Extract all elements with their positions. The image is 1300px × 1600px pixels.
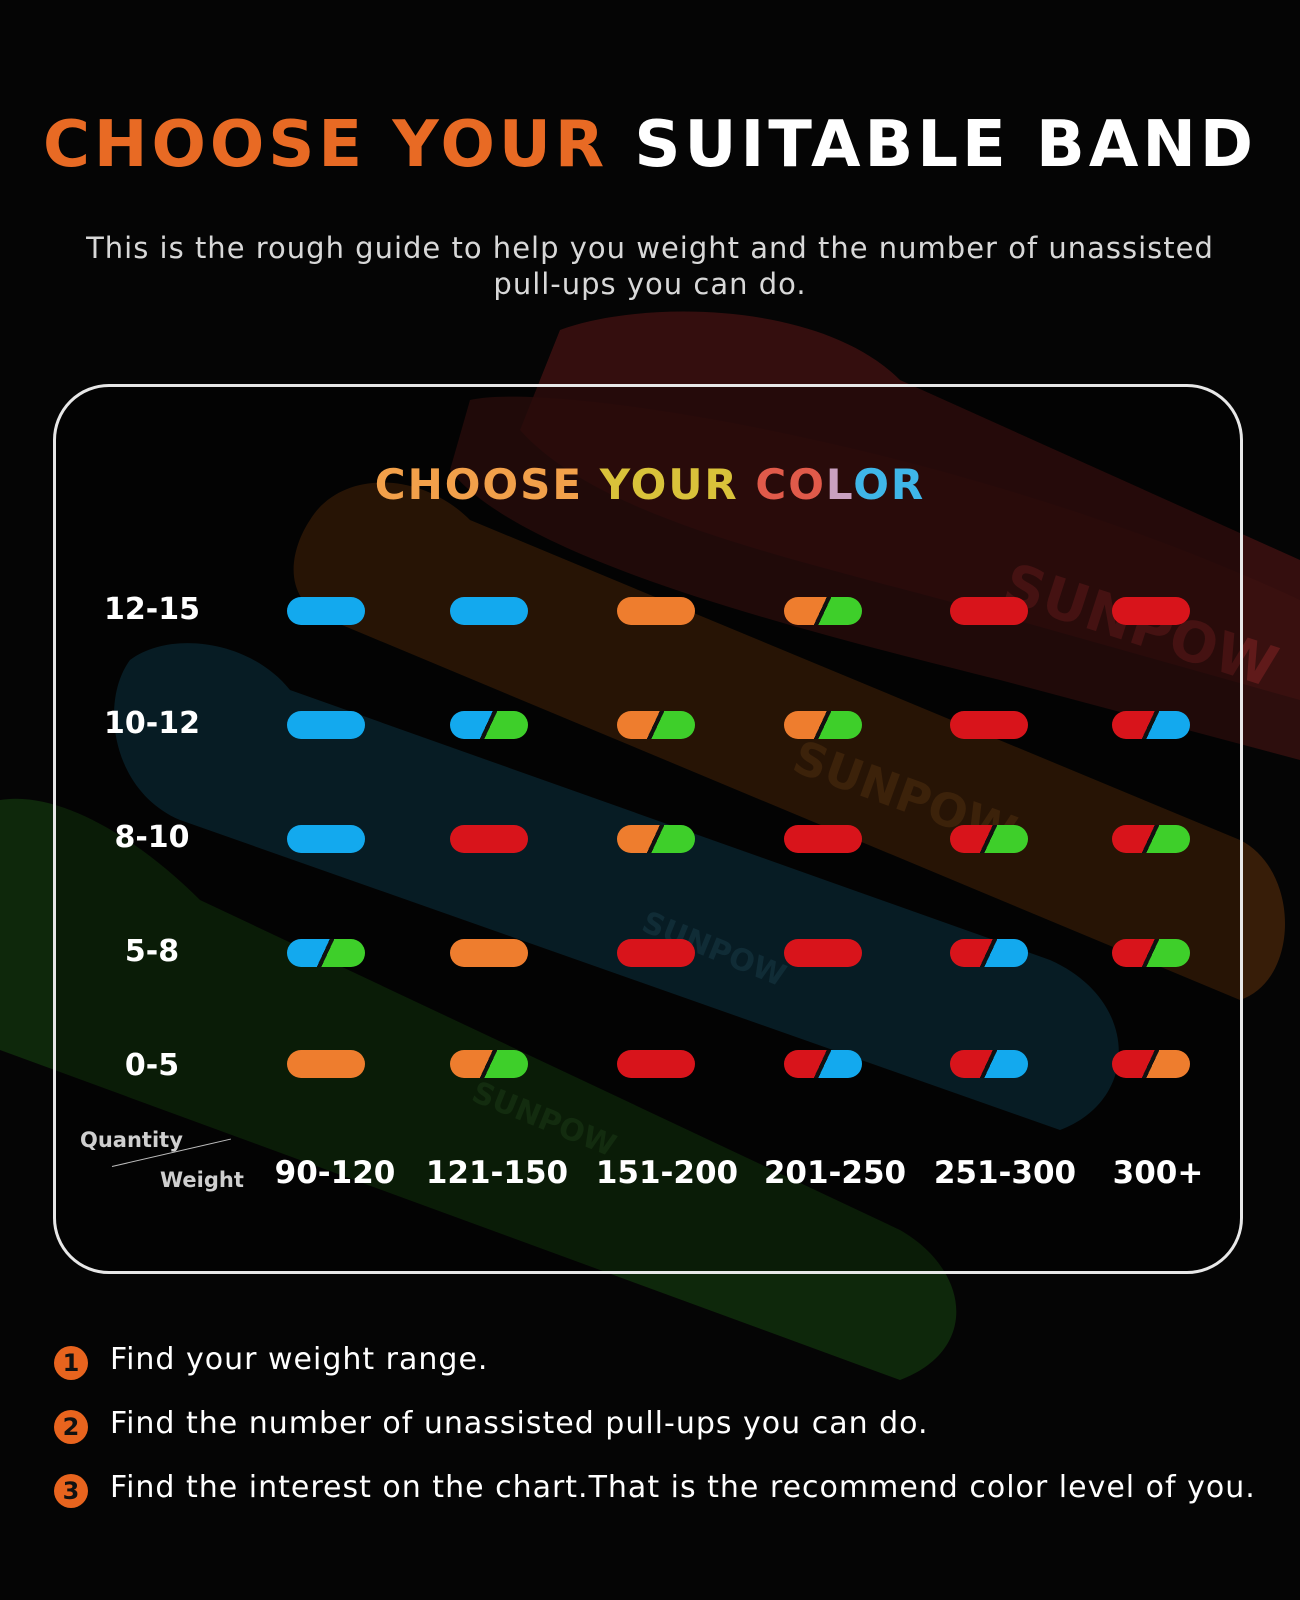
band-pill-0-5-90-120	[287, 1050, 365, 1078]
axis-label-weight: Weight	[160, 1168, 244, 1192]
band-pill-8-10-121-150	[450, 825, 528, 853]
column-label-151-200: 151-200	[595, 1155, 739, 1191]
row-label-8-10: 8-10	[114, 820, 190, 855]
band-pill-12-15-90-120	[287, 597, 365, 625]
row-label-12-15: 12-15	[104, 592, 200, 627]
band-pill-12-15-201-250	[784, 597, 862, 625]
step-3-number-icon: 3	[54, 1474, 88, 1508]
band-pill-5-8-251-300	[950, 939, 1028, 967]
band-pill-10-12-300-plus	[1112, 711, 1190, 739]
subtitle-line-2: pull-ups you can do.	[493, 267, 807, 301]
chart-title-part-3: CO	[755, 460, 826, 509]
band-pill-0-5-251-300	[950, 1050, 1028, 1078]
band-pill-5-8-90-120	[287, 939, 365, 967]
chart-title-part-5: OR	[853, 460, 926, 509]
subtitle-line-1: This is the rough guide to help you weig…	[86, 231, 1214, 265]
column-label-251-300: 251-300	[933, 1155, 1077, 1191]
chart-title-part-2: YOUR	[599, 460, 756, 509]
band-pill-8-10-151-200	[617, 825, 695, 853]
column-label-121-150: 121-150	[425, 1155, 569, 1191]
column-label-300-plus: 300+	[1112, 1155, 1204, 1191]
page-title: CHOOSE YOUR SUITABLE BAND	[0, 108, 1300, 182]
band-pill-8-10-251-300	[950, 825, 1028, 853]
band-pill-8-10-90-120	[287, 825, 365, 853]
band-pill-12-15-300-plus	[1112, 597, 1190, 625]
column-label-90-120: 90-120	[274, 1155, 396, 1191]
band-pill-10-12-201-250	[784, 711, 862, 739]
axis-label-quantity: Quantity	[80, 1128, 183, 1152]
band-pill-5-8-121-150	[450, 939, 528, 967]
band-pill-10-12-90-120	[287, 711, 365, 739]
band-pill-10-12-151-200	[617, 711, 695, 739]
step-1-text: Find your weight range.	[110, 1342, 489, 1377]
band-pill-8-10-201-250	[784, 825, 862, 853]
chart-title-part-4: L	[825, 460, 854, 509]
band-pill-8-10-300-plus	[1112, 825, 1190, 853]
band-pill-5-8-300-plus	[1112, 939, 1190, 967]
band-pill-0-5-151-200	[617, 1050, 695, 1078]
step-1-number-icon: 1	[54, 1346, 88, 1380]
title-main: SUITABLE BAND	[634, 108, 1258, 182]
row-label-5-8: 5-8	[124, 934, 180, 969]
chart-title-part-1: CHOOSE	[374, 460, 600, 509]
step-3-text: Find the interest on the chart.That is t…	[110, 1470, 1256, 1505]
column-label-201-250: 201-250	[763, 1155, 907, 1191]
row-label-0-5: 0-5	[124, 1048, 180, 1083]
band-pill-12-15-251-300	[950, 597, 1028, 625]
band-pill-0-5-201-250	[784, 1050, 862, 1078]
band-pill-5-8-151-200	[617, 939, 695, 967]
title-accent: CHOOSE YOUR	[42, 108, 609, 182]
band-pill-10-12-121-150	[450, 711, 528, 739]
step-2-number-icon: 2	[54, 1410, 88, 1444]
band-pill-12-15-121-150	[450, 597, 528, 625]
band-pill-5-8-201-250	[784, 939, 862, 967]
band-pill-12-15-151-200	[617, 597, 695, 625]
step-2-text: Find the number of unassisted pull-ups y…	[110, 1406, 929, 1441]
row-label-10-12: 10-12	[104, 706, 200, 741]
band-pill-10-12-251-300	[950, 711, 1028, 739]
page-subtitle: This is the rough guide to help you weig…	[50, 230, 1250, 302]
chart-title: CHOOSE YOUR COLOR	[0, 460, 1300, 509]
band-pill-0-5-121-150	[450, 1050, 528, 1078]
band-pill-0-5-300-plus	[1112, 1050, 1190, 1078]
